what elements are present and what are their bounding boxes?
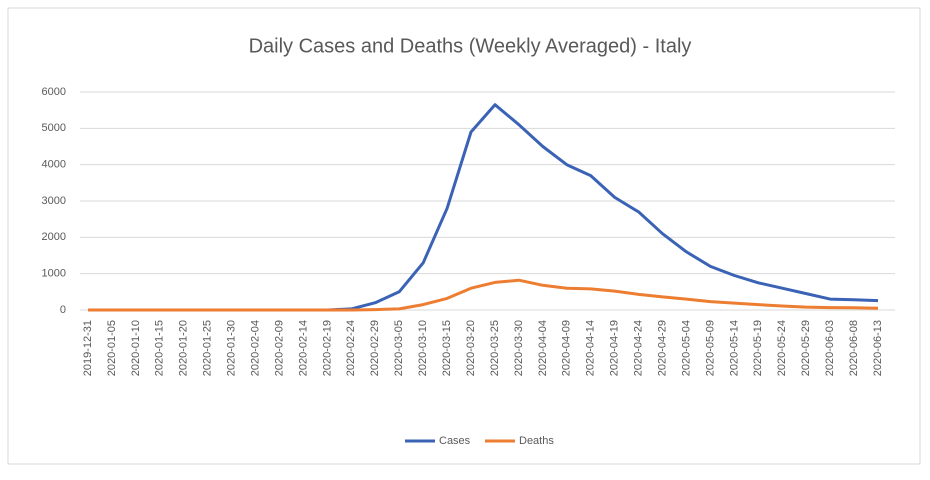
chart-border — [7, 7, 921, 465]
x-tick-label: 2020-05-29 — [800, 320, 812, 376]
x-tick-label: 2020-04-24 — [633, 320, 645, 376]
x-tick-label: 2020-06-13 — [872, 320, 884, 376]
x-tick-label: 2020-02-04 — [249, 320, 261, 376]
x-tick-label: 2020-02-14 — [297, 320, 309, 376]
x-tick-label: 2020-01-15 — [154, 320, 166, 376]
x-tick-label: 2020-01-05 — [106, 320, 118, 376]
y-tick-label: 5000 — [42, 122, 66, 134]
y-tick-label: 2000 — [42, 231, 66, 243]
x-tick-label: 2020-02-19 — [321, 320, 333, 376]
x-tick-label: 2020-04-29 — [656, 320, 668, 376]
x-tick-label: 2020-06-08 — [848, 320, 860, 376]
x-tick-label: 2020-05-04 — [680, 320, 692, 376]
x-tick-label: 2020-01-20 — [178, 320, 190, 376]
chart-title: Daily Cases and Deaths (Weekly Averaged)… — [249, 35, 692, 57]
x-tick-label: 2020-03-05 — [393, 320, 405, 376]
x-tick-label: 2020-04-09 — [561, 320, 573, 376]
x-tick-label: 2020-03-30 — [513, 320, 525, 376]
x-tick-label: 2020-01-25 — [202, 320, 214, 376]
x-tick-label: 2019-12-31 — [82, 320, 94, 376]
legend-label: Deaths — [519, 435, 554, 447]
x-tick-label: 2020-05-19 — [752, 320, 764, 376]
x-tick-label: 2020-03-20 — [465, 320, 477, 376]
y-tick-label: 3000 — [42, 195, 66, 207]
y-tick-label: 1000 — [42, 268, 66, 280]
x-tick-label: 2020-01-30 — [226, 320, 238, 376]
x-tick-label: 2020-03-15 — [441, 320, 453, 376]
y-tick-label: 0 — [60, 304, 66, 316]
series-line — [88, 278, 879, 312]
y-tick-label: 6000 — [42, 86, 66, 98]
x-tick-label: 2020-06-03 — [824, 320, 836, 376]
y-tick-label: 4000 — [42, 159, 66, 171]
x-tick-label: 2020-04-04 — [537, 320, 549, 376]
x-tick-label: 2020-03-10 — [417, 320, 429, 376]
x-tick-label: 2020-02-24 — [345, 320, 357, 376]
x-tick-label: 2020-04-14 — [585, 320, 597, 376]
x-tick-label: 2020-03-25 — [489, 320, 501, 376]
legend-label: Cases — [439, 435, 471, 447]
x-tick-label: 2020-05-14 — [728, 320, 740, 376]
x-tick-label: 2020-02-29 — [369, 320, 381, 376]
x-tick-label: 2020-05-09 — [704, 320, 716, 376]
x-tick-label: 2020-01-10 — [130, 320, 142, 376]
x-tick-label: 2020-04-19 — [609, 320, 621, 376]
x-tick-label: 2020-02-09 — [273, 320, 285, 376]
x-tick-label: 2020-05-24 — [776, 320, 788, 376]
